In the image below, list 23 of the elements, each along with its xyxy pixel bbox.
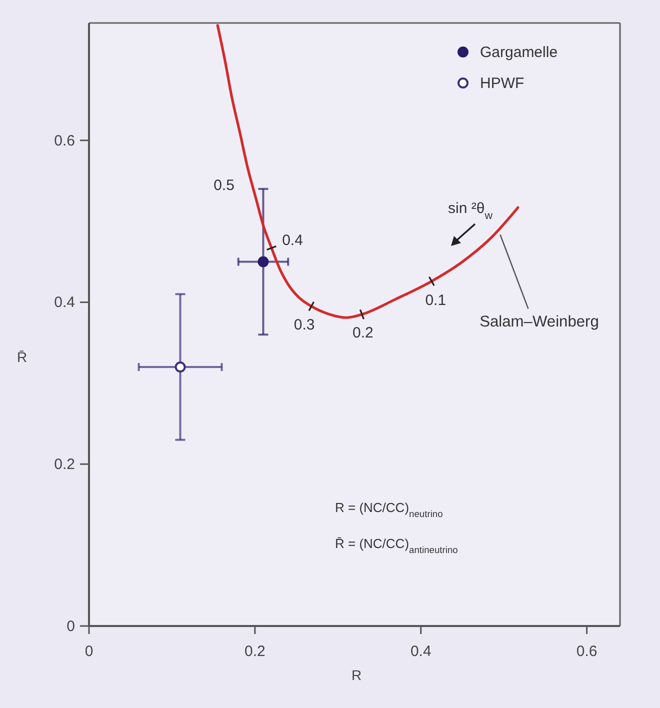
legend-label: HPWF (480, 75, 524, 92)
y-tick-label: 0.2 (54, 456, 75, 474)
annotation: 0.4 (282, 232, 303, 250)
annotation: 0.3 (294, 316, 315, 334)
x-tick-label: 0.6 (576, 643, 598, 660)
annotation: sin ²θ$_{w}$ (448, 200, 493, 222)
y-tick-label: 0.6 (54, 132, 75, 150)
point (174, 361, 186, 372)
text: Salam–Weinberg (480, 314, 599, 331)
annotation: R = (NC/CC)$_{neutrino}$ (335, 500, 443, 519)
annotation: R̄ = (NC/CC)$_{antineutrino}$ (335, 536, 458, 555)
x-axis-title: R (351, 667, 362, 683)
y-tick-label: 0.4 (54, 294, 75, 312)
x-tick-label: 0.4 (410, 643, 432, 660)
annotation: 0.5 (214, 177, 234, 194)
legend-label: Gargamelle (480, 44, 558, 61)
x-tick-label: 0.2 (244, 643, 266, 660)
y-tick-label: 0 (66, 618, 75, 635)
annotation: 0.2 (352, 324, 374, 342)
point (258, 256, 269, 268)
x-tick-label: 0 (84, 643, 94, 660)
annotation: 0.1 (425, 292, 446, 310)
y-axis-title: R̄ (16, 349, 28, 365)
